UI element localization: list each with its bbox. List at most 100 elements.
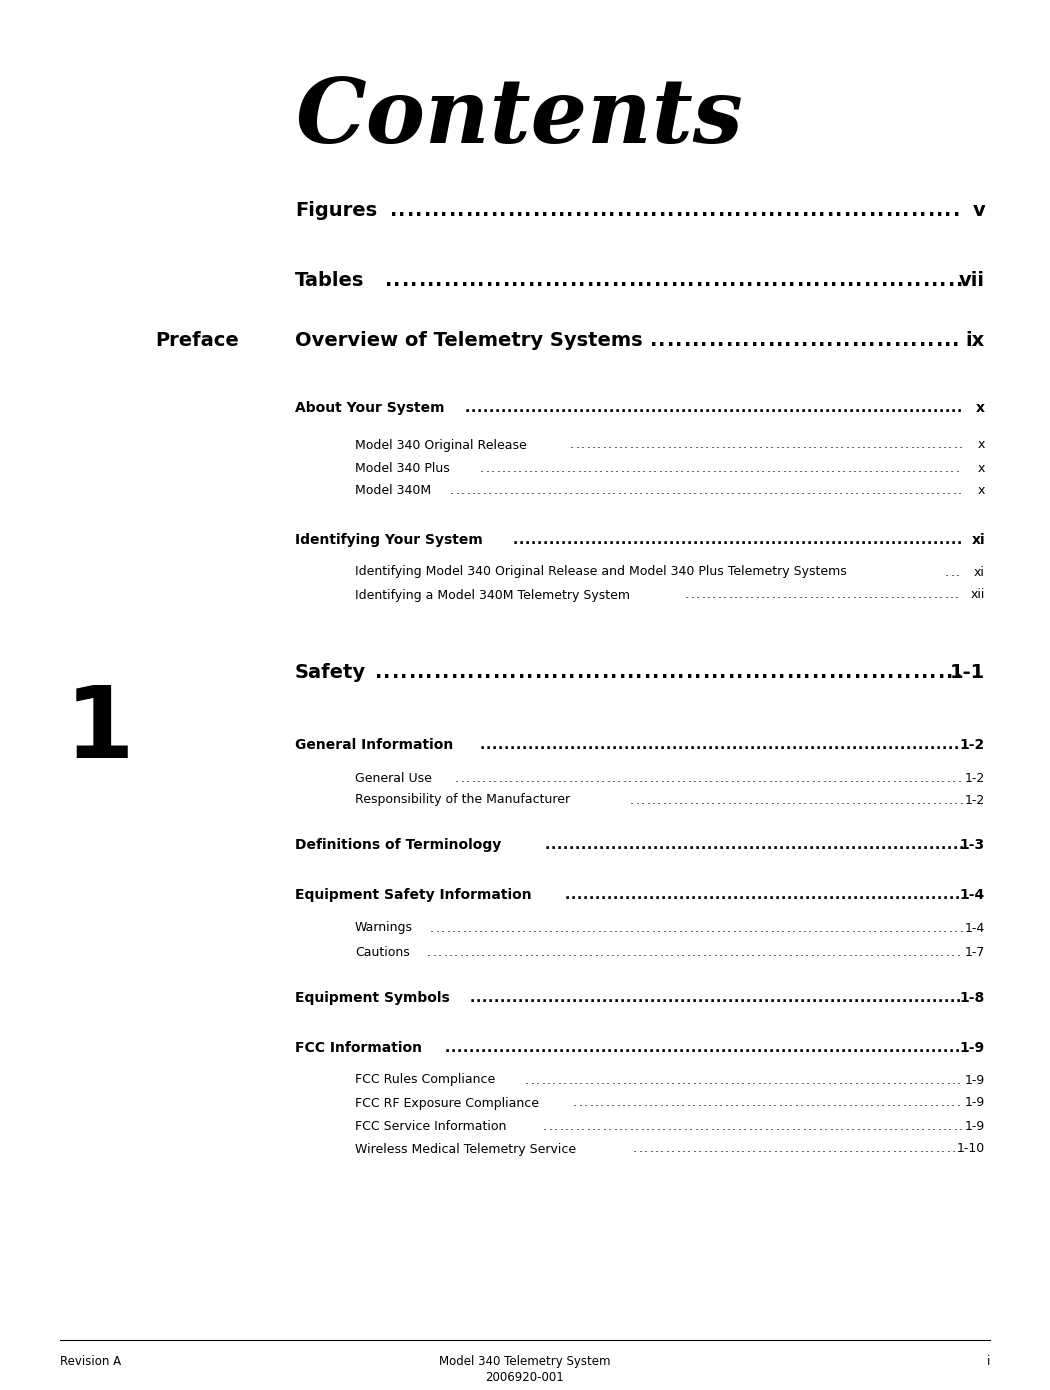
Text: .: . [562, 945, 566, 959]
Text: .: . [925, 888, 930, 902]
Text: .: . [873, 1119, 877, 1133]
Text: .: . [792, 794, 796, 806]
Text: .: . [608, 922, 612, 934]
Text: .: . [815, 461, 819, 474]
Text: .: . [704, 1041, 709, 1055]
Text: .: . [868, 588, 873, 602]
Text: .: . [919, 331, 926, 349]
Text: .: . [932, 794, 937, 806]
Text: .: . [835, 922, 839, 934]
Text: .: . [868, 200, 876, 220]
Text: .: . [614, 991, 620, 1005]
Text: .: . [698, 1073, 701, 1087]
Text: .: . [870, 738, 876, 752]
Text: .: . [438, 945, 442, 959]
Text: .: . [534, 738, 540, 752]
Text: ix: ix [966, 331, 985, 349]
Text: .: . [593, 663, 601, 681]
Text: .: . [625, 922, 628, 934]
Text: .: . [465, 400, 470, 416]
Text: .: . [615, 400, 621, 416]
Text: .: . [485, 461, 489, 474]
Text: .: . [921, 532, 926, 548]
Text: .: . [848, 991, 854, 1005]
Text: .: . [755, 838, 760, 852]
Text: .: . [890, 991, 896, 1005]
Text: .: . [948, 271, 956, 289]
Text: .: . [719, 1143, 723, 1155]
Text: .: . [902, 991, 907, 1005]
Text: .: . [873, 438, 877, 452]
Text: .: . [849, 532, 855, 548]
Text: .: . [478, 271, 485, 289]
Text: .: . [528, 271, 536, 289]
Text: .: . [534, 461, 538, 474]
Text: .: . [627, 1097, 631, 1109]
Text: .: . [636, 738, 642, 752]
Text: .: . [797, 922, 801, 934]
Text: .: . [798, 738, 803, 752]
Text: .: . [849, 485, 854, 498]
Text: .: . [678, 1119, 683, 1133]
Text: .: . [716, 1119, 720, 1133]
Text: .: . [673, 888, 678, 902]
Text: .: . [686, 991, 691, 1005]
Text: .: . [791, 838, 796, 852]
Text: .: . [800, 1097, 804, 1109]
Text: .: . [882, 738, 887, 752]
Text: .: . [834, 738, 839, 752]
Text: .: . [852, 794, 856, 806]
Text: .: . [957, 400, 962, 416]
Text: .: . [931, 1119, 936, 1133]
Text: .: . [685, 588, 689, 602]
Text: .: . [795, 1143, 799, 1155]
Text: .: . [702, 663, 710, 681]
Text: .: . [482, 485, 486, 498]
Text: .: . [740, 1097, 744, 1109]
Text: .: . [398, 200, 405, 220]
Text: .: . [681, 1097, 685, 1109]
Text: .: . [883, 1041, 888, 1055]
Text: .: . [511, 922, 514, 934]
Text: .: . [928, 588, 932, 602]
Text: .: . [820, 461, 824, 474]
Text: .: . [639, 485, 643, 498]
Text: .: . [957, 1073, 961, 1087]
Text: .: . [633, 771, 637, 784]
Text: x: x [978, 438, 985, 452]
Text: .: . [633, 1073, 637, 1087]
Text: .: . [650, 991, 655, 1005]
Text: .: . [573, 400, 579, 416]
Text: .: . [948, 738, 953, 752]
Text: .: . [564, 485, 567, 498]
Text: .: . [633, 485, 637, 498]
Text: .: . [502, 461, 506, 474]
Text: .: . [736, 1073, 739, 1087]
Text: .: . [525, 532, 530, 548]
Text: .: . [750, 461, 754, 474]
Text: .: . [915, 400, 920, 416]
Text: .: . [646, 271, 653, 289]
Text: .: . [864, 271, 872, 289]
Text: .: . [936, 200, 943, 220]
Text: .: . [565, 1119, 569, 1133]
Text: .: . [597, 400, 603, 416]
Text: .: . [706, 794, 710, 806]
Text: .: . [727, 888, 732, 902]
Text: .: . [633, 532, 638, 548]
Text: .: . [821, 1097, 825, 1109]
Text: .: . [436, 922, 439, 934]
Text: .: . [812, 771, 816, 784]
Text: .: . [801, 485, 805, 498]
Text: .: . [914, 888, 919, 902]
Text: .: . [503, 945, 506, 959]
Text: .: . [659, 838, 665, 852]
Text: .: . [640, 838, 646, 852]
Text: .: . [946, 663, 953, 681]
Text: .: . [385, 271, 393, 289]
Text: .: . [501, 400, 506, 416]
Text: .: . [738, 794, 742, 806]
Text: .: . [701, 838, 707, 852]
Text: .: . [525, 400, 530, 416]
Text: .: . [929, 838, 934, 852]
